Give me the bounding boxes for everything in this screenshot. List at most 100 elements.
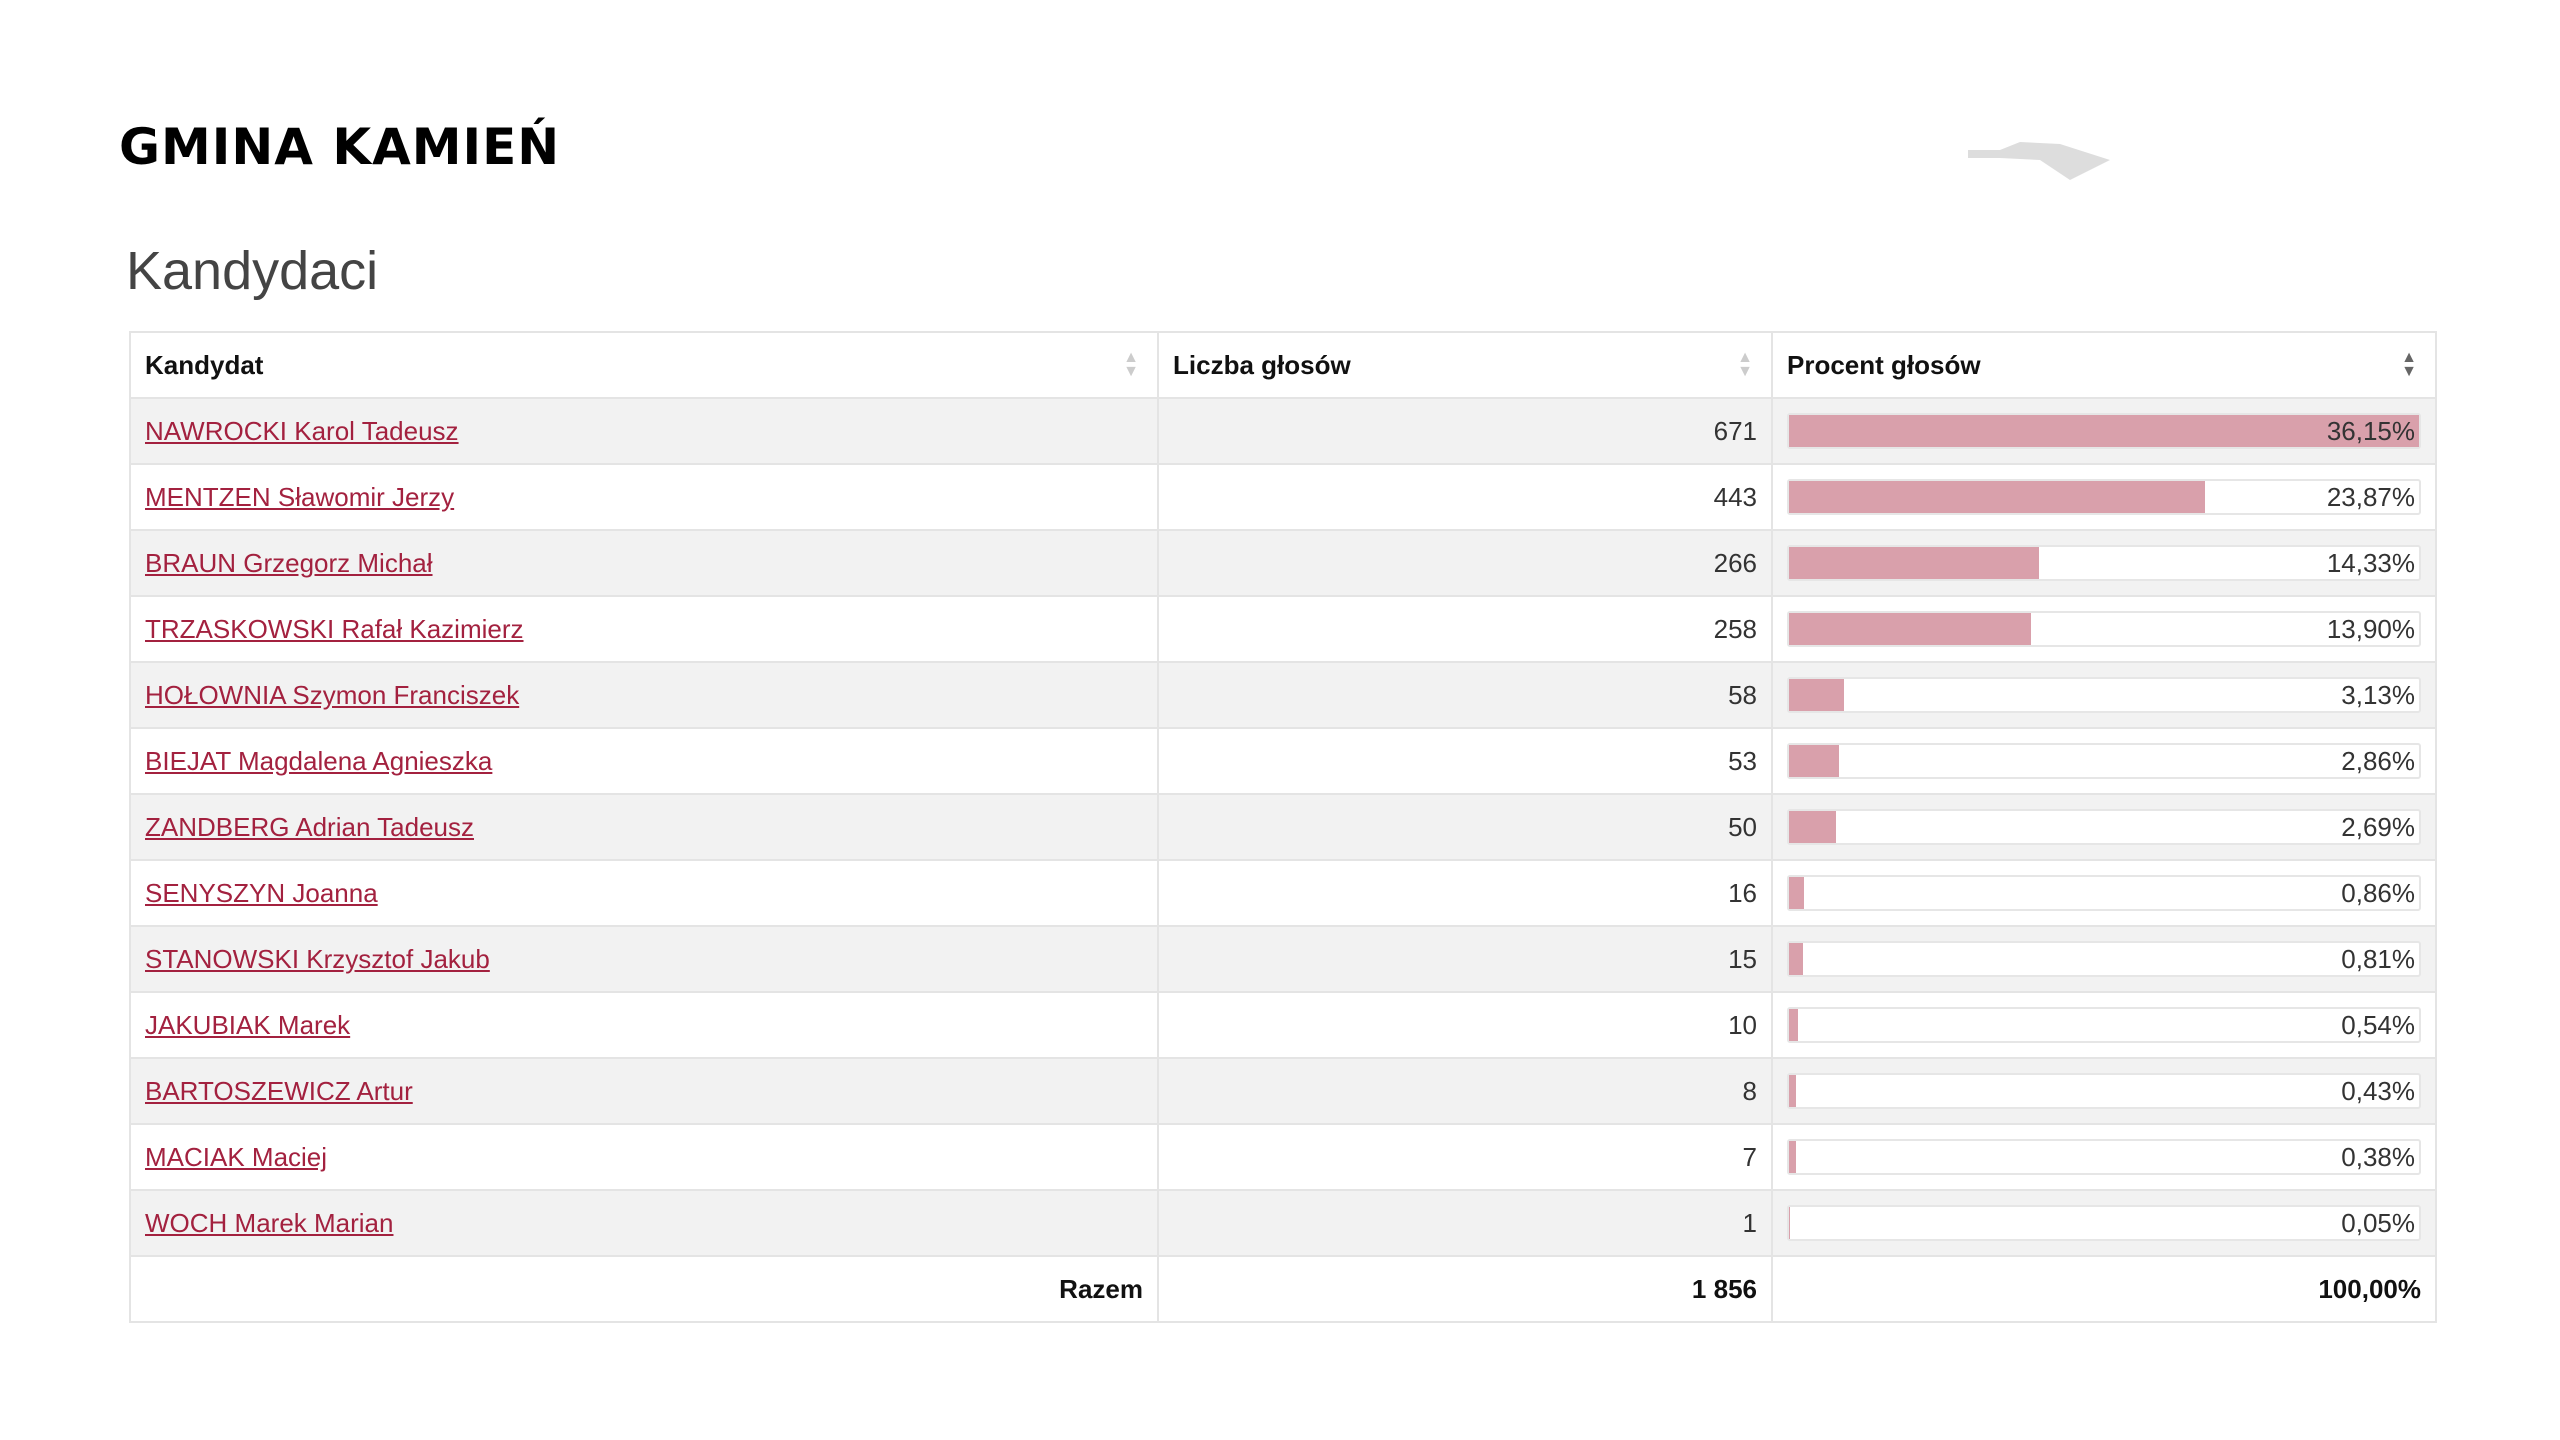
candidate-link[interactable]: MENTZEN Sławomir Jerzy xyxy=(145,481,455,512)
candidate-link[interactable]: SENYSZYN Joanna xyxy=(145,877,378,908)
bar-track: 13,90% xyxy=(1787,611,2421,647)
percent-bar xyxy=(1789,415,2419,447)
candidate-link[interactable]: JAKUBIAK Marek xyxy=(145,1009,351,1040)
map-thumbnail xyxy=(1968,142,2110,180)
bar-track: 0,38% xyxy=(1787,1139,2421,1175)
candidate-row: BIEJAT Magdalena Agnieszka 53 2,86% xyxy=(129,727,2437,795)
percent-cell: 0,05% xyxy=(1771,1189,2437,1257)
candidate-row: NAWROCKI Karol Tadeusz 671 36,15% xyxy=(129,397,2437,465)
percent-label: 0,38% xyxy=(2341,1142,2415,1172)
candidate-row: MACIAK Maciej 7 0,38% xyxy=(129,1123,2437,1191)
percent-bar xyxy=(1789,547,2039,579)
candidate-row: ZANDBERG Adrian Tadeusz 50 2,69% xyxy=(129,793,2437,861)
votes-cell: 58 xyxy=(1157,661,1773,729)
candidate-cell: ZANDBERG Adrian Tadeusz xyxy=(129,793,1159,861)
bar-track: 2,69% xyxy=(1787,809,2421,845)
percent-bar xyxy=(1789,1207,1790,1239)
candidate-row: TRZASKOWSKI Rafał Kazimierz 258 13,90% xyxy=(129,595,2437,663)
percent-label: 0,81% xyxy=(2341,944,2415,974)
sort-icon: ▲ ▼ xyxy=(2401,349,2417,380)
bar-track: 2,86% xyxy=(1787,743,2421,779)
percent-bar xyxy=(1789,613,2032,645)
candidate-row: MENTZEN Sławomir Jerzy 443 23,87% xyxy=(129,463,2437,531)
candidate-cell: STANOWSKI Krzysztof Jakub xyxy=(129,925,1159,993)
bar-track: 23,87% xyxy=(1787,479,2421,515)
percent-cell: 0,43% xyxy=(1771,1057,2437,1125)
candidate-link[interactable]: HOŁOWNIA Szymon Franciszek xyxy=(145,679,520,710)
sort-icon: ▲ ▼ xyxy=(1123,349,1139,380)
candidate-cell: BARTOSZEWICZ Artur xyxy=(129,1057,1159,1125)
percent-cell: 0,54% xyxy=(1771,991,2437,1059)
candidate-link[interactable]: MACIAK Maciej xyxy=(145,1141,328,1172)
column-title: Procent głosów xyxy=(1787,349,1981,380)
candidate-cell: MACIAK Maciej xyxy=(129,1123,1159,1191)
column-title: Kandydat xyxy=(145,349,264,380)
percent-bar xyxy=(1789,877,1804,909)
total-percent: 100,00% xyxy=(1771,1255,2437,1323)
total-label: Razem xyxy=(129,1255,1159,1323)
candidate-cell: HOŁOWNIA Szymon Franciszek xyxy=(129,661,1159,729)
candidate-link[interactable]: WOCH Marek Marian xyxy=(145,1207,394,1238)
percent-label: 3,13% xyxy=(2341,680,2415,710)
votes-cell: 50 xyxy=(1157,793,1773,861)
candidate-link[interactable]: BRAUN Grzegorz Michał xyxy=(145,547,433,578)
total-row: Razem 1 856 100,00% xyxy=(129,1255,2437,1323)
bar-track: 0,05% xyxy=(1787,1205,2421,1241)
votes-cell: 443 xyxy=(1157,463,1773,531)
table-body: NAWROCKI Karol Tadeusz 671 36,15% MENTZEN S… xyxy=(129,397,2437,1257)
candidate-row: HOŁOWNIA Szymon Franciszek 58 3,13% xyxy=(129,661,2437,729)
candidate-link[interactable]: BARTOSZEWICZ Artur xyxy=(145,1075,413,1106)
percent-label: 0,43% xyxy=(2341,1076,2415,1106)
percent-cell: 2,86% xyxy=(1771,727,2437,795)
header-row: Kandydat ▲ ▼ Liczba głosów ▲ ▼ Procent głosó… xyxy=(129,331,2437,399)
candidate-link[interactable]: ZANDBERG Adrian Tadeusz xyxy=(145,811,474,842)
bar-track: 14,33% xyxy=(1787,545,2421,581)
percent-label: 0,05% xyxy=(2341,1208,2415,1238)
candidate-link[interactable]: BIEJAT Magdalena Agnieszka xyxy=(145,745,493,776)
percent-cell: 14,33% xyxy=(1771,529,2437,597)
percent-label: 0,54% xyxy=(2341,1010,2415,1040)
candidate-link[interactable]: NAWROCKI Karol Tadeusz xyxy=(145,415,459,446)
percent-label: 2,69% xyxy=(2341,812,2415,842)
bar-track: 0,54% xyxy=(1787,1007,2421,1043)
votes-cell: 10 xyxy=(1157,991,1773,1059)
percent-cell: 2,69% xyxy=(1771,793,2437,861)
percent-cell: 36,15% xyxy=(1771,397,2437,465)
percent-cell: 0,86% xyxy=(1771,859,2437,927)
percent-label: 36,15% xyxy=(2326,416,2415,446)
votes-cell: 16 xyxy=(1157,859,1773,927)
bar-track: 36,15% xyxy=(1787,413,2421,449)
candidate-cell: WOCH Marek Marian xyxy=(129,1189,1159,1257)
candidate-row: WOCH Marek Marian 1 0,05% xyxy=(129,1189,2437,1257)
candidate-link[interactable]: TRZASKOWSKI Rafał Kazimierz xyxy=(145,613,524,644)
candidate-cell: MENTZEN Sławomir Jerzy xyxy=(129,463,1159,531)
percent-bar xyxy=(1789,1141,1796,1173)
percent-bar xyxy=(1789,811,1836,843)
percent-bar xyxy=(1789,745,1839,777)
percent-bar xyxy=(1789,679,1844,711)
section-title: Kandydaci xyxy=(126,241,379,301)
percent-bar xyxy=(1789,1075,1797,1107)
percent-label: 14,33% xyxy=(2326,548,2415,578)
candidate-row: STANOWSKI Krzysztof Jakub 15 0,81% xyxy=(129,925,2437,993)
candidate-row: BRAUN Grzegorz Michał 266 14,33% xyxy=(129,529,2437,597)
percent-cell: 13,90% xyxy=(1771,595,2437,663)
results-table: Kandydat ▲ ▼ Liczba głosów ▲ ▼ Procent głosó… xyxy=(129,331,2437,1323)
column-header[interactable]: Procent głosów ▲ ▼ xyxy=(1771,331,2437,399)
percent-label: 2,86% xyxy=(2341,746,2415,776)
percent-bar xyxy=(1789,943,1804,975)
bar-track: 0,86% xyxy=(1787,875,2421,911)
percent-cell: 0,81% xyxy=(1771,925,2437,993)
sort-icon: ▲ ▼ xyxy=(1737,349,1753,380)
votes-cell: 8 xyxy=(1157,1057,1773,1125)
column-header[interactable]: Liczba głosów ▲ ▼ xyxy=(1157,331,1773,399)
candidate-row: JAKUBIAK Marek 10 0,54% xyxy=(129,991,2437,1059)
candidate-link[interactable]: STANOWSKI Krzysztof Jakub xyxy=(145,943,490,974)
column-title: Liczba głosów xyxy=(1173,349,1351,380)
candidate-row: BARTOSZEWICZ Artur 8 0,43% xyxy=(129,1057,2437,1125)
column-header[interactable]: Kandydat ▲ ▼ xyxy=(129,331,1159,399)
votes-cell: 53 xyxy=(1157,727,1773,795)
percent-bar xyxy=(1789,1009,1799,1041)
